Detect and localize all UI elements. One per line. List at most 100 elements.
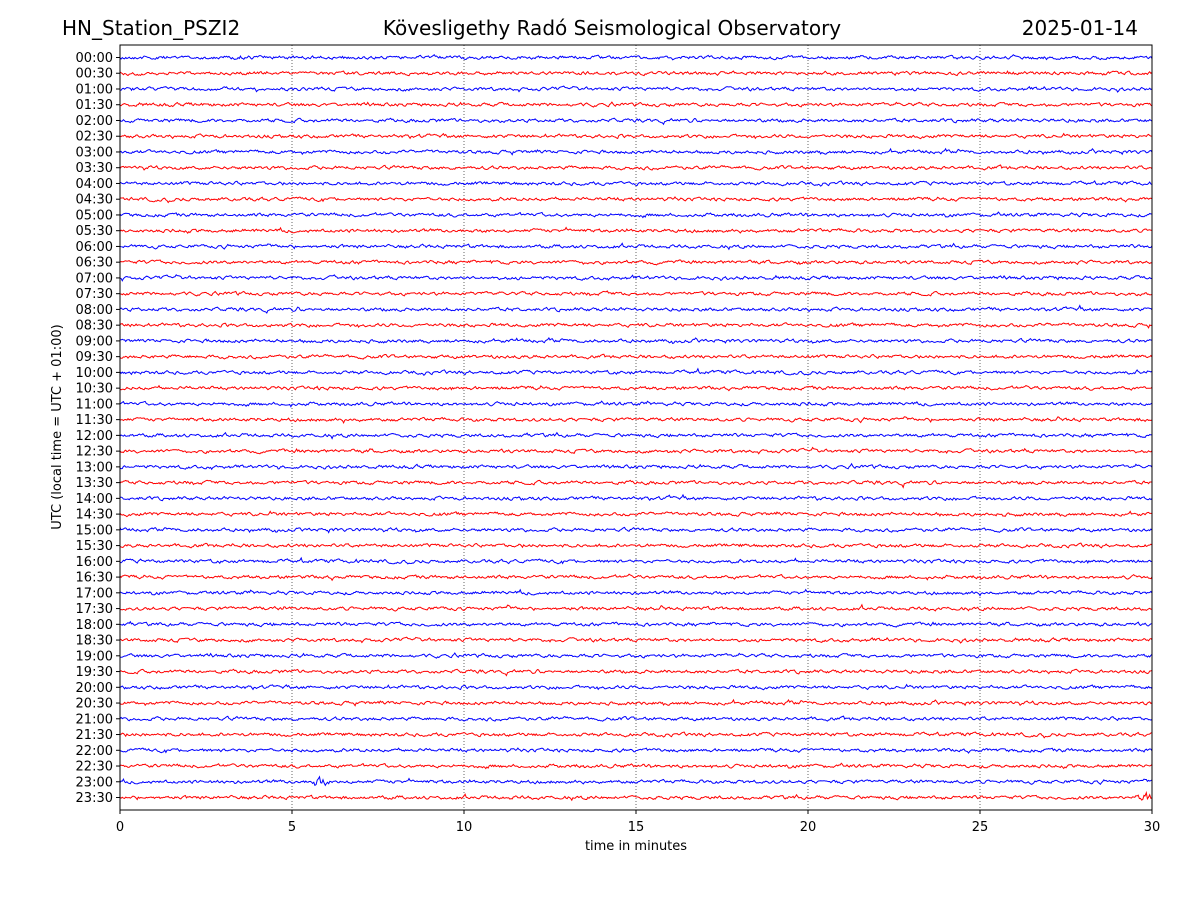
y-tick-label: 01:00 [76,82,113,97]
y-tick-label: 02:00 [76,114,113,129]
y-tick-label: 17:00 [76,586,113,601]
y-tick-label: 11:30 [76,413,113,428]
y-axis-label: UTC (local time = UTC + 01:00) [50,324,65,529]
trace-2130 [119,731,1153,739]
y-tick-label: 05:30 [76,224,113,239]
trace-1430 [119,510,1152,518]
x-tick-label: 10 [456,820,473,835]
trace-2300 [119,775,1153,787]
trace-1630 [119,573,1153,582]
trace-1000 [119,367,1153,377]
trace-2000 [119,683,1153,691]
trace-0730 [120,290,1153,297]
y-axis: 00:0000:3001:0001:3002:0002:3003:0003:30… [76,51,120,806]
trace-2330 [119,790,1153,802]
y-tick-label: 09:00 [76,334,113,349]
trace-1400 [119,493,1153,502]
y-tick-label: 12:30 [76,445,113,460]
trace-1100 [119,400,1153,408]
x-tick-label: 30 [1144,820,1161,835]
y-tick-label: 07:00 [76,271,113,286]
y-tick-label: 06:00 [76,240,113,255]
trace-0630 [119,259,1153,266]
trace-0500 [119,211,1153,219]
y-tick-label: 15:00 [76,523,113,538]
trace-0930 [119,353,1153,360]
trace-1700 [119,588,1153,597]
y-tick-label: 22:00 [76,744,113,759]
x-tick-label: 15 [628,820,645,835]
y-tick-label: 16:00 [76,555,113,570]
y-tick-label: 08:30 [76,319,113,334]
y-tick-label: 15:30 [76,539,113,554]
trace-0530 [119,226,1152,235]
y-tick-label: 09:30 [76,350,113,365]
trace-0830 [119,322,1153,329]
trace-1800 [119,620,1153,628]
y-tick-label: 03:30 [76,161,113,176]
y-tick-label: 20:30 [76,697,113,712]
trace-0430 [119,196,1153,204]
y-tick-label: 01:30 [76,98,113,113]
trace-0900 [120,336,1152,345]
trace-1230 [119,446,1153,455]
x-tick-label: 25 [972,820,989,835]
y-tick-label: 13:00 [76,460,113,475]
trace-1500 [119,526,1153,534]
y-tick-label: 13:30 [76,476,113,491]
y-tick-label: 14:00 [76,492,113,507]
y-tick-label: 02:30 [76,130,113,145]
trace-1730 [119,603,1153,612]
y-tick-label: 10:00 [76,366,113,381]
trace-0130 [119,101,1153,108]
trace-2030 [119,698,1153,707]
y-tick-label: 23:30 [76,791,113,806]
y-tick-label: 12:00 [76,429,113,444]
trace-0600 [119,242,1153,251]
y-tick-label: 18:00 [76,618,113,633]
trace-1300 [119,462,1153,471]
date-title: 2025-01-14 [1022,16,1138,40]
trace-2100 [119,715,1153,722]
y-tick-label: 14:30 [76,508,113,523]
trace-1900 [119,652,1153,659]
trace-0700 [119,274,1153,282]
trace-0400 [119,180,1153,187]
trace-1830 [119,636,1153,644]
chart-title: Kövesligethy Radó Seismological Observat… [383,16,841,40]
trace-1330 [119,479,1152,489]
trace-0030 [119,70,1153,77]
y-tick-label: 22:30 [76,760,113,775]
trace-0800 [119,304,1153,314]
trace-1930 [119,668,1153,677]
trace-1030 [119,384,1153,392]
y-tick-label: 08:00 [76,303,113,318]
x-axis-label: time in minutes [585,839,687,854]
trace-1530 [119,542,1153,549]
y-tick-label: 04:00 [76,177,113,192]
station-title: HN_Station_PSZI2 [62,16,240,40]
x-axis: 0 5 10 15 20 25 30 [116,810,1160,835]
trace-1200 [119,431,1153,440]
y-tick-label: 03:00 [76,145,113,160]
trace-1130 [119,416,1153,424]
x-tick-label: 20 [800,820,817,835]
trace-2200 [119,747,1153,754]
trace-0000 [119,53,1153,61]
y-tick-label: 10:30 [76,382,113,397]
y-tick-label: 20:00 [76,681,113,696]
y-tick-label: 06:30 [76,256,113,271]
trace-2230 [119,762,1153,770]
y-tick-label: 21:00 [76,712,113,727]
y-tick-label: 23:00 [76,775,113,790]
y-tick-label: 19:00 [76,649,113,664]
trace-0330 [119,164,1153,171]
grid-lines [291,45,981,810]
traces [119,53,1153,802]
trace-0230 [119,132,1152,140]
trace-0100 [119,85,1153,93]
y-tick-label: 11:00 [76,397,113,412]
trace-1600 [119,556,1153,565]
y-tick-label: 18:30 [76,634,113,649]
